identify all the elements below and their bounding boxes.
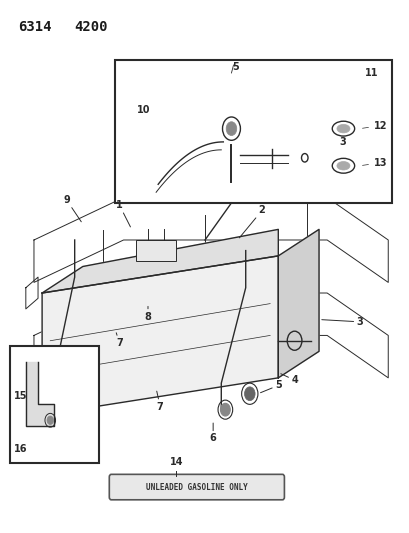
Text: 10: 10: [137, 105, 150, 115]
Text: 6: 6: [209, 423, 216, 443]
Text: 3: 3: [339, 136, 345, 147]
Text: 11: 11: [364, 68, 378, 78]
Bar: [135, 240, 176, 261]
Circle shape: [47, 416, 54, 424]
Text: 2: 2: [239, 206, 265, 238]
Circle shape: [220, 403, 230, 416]
Polygon shape: [42, 229, 278, 293]
Text: 4: 4: [280, 374, 297, 385]
Text: UNLEADED GASOLINE ONLY: UNLEADED GASOLINE ONLY: [146, 482, 247, 491]
Text: 1: 1: [116, 200, 130, 227]
Text: 5: 5: [260, 381, 281, 393]
Text: 12: 12: [362, 120, 387, 131]
Circle shape: [244, 387, 254, 401]
Bar: [9, 346, 99, 463]
FancyBboxPatch shape: [109, 474, 284, 500]
Text: 8: 8: [144, 306, 151, 321]
Text: 7: 7: [156, 391, 163, 411]
Text: 15: 15: [13, 391, 27, 401]
Text: 5: 5: [231, 62, 238, 72]
Polygon shape: [26, 362, 54, 425]
Circle shape: [226, 122, 236, 135]
Ellipse shape: [336, 161, 349, 170]
Polygon shape: [42, 256, 278, 415]
Circle shape: [49, 409, 59, 421]
Text: 4200: 4200: [74, 20, 108, 34]
Ellipse shape: [336, 124, 349, 133]
Text: 9: 9: [63, 195, 81, 222]
Text: 7: 7: [116, 333, 123, 348]
Text: 16: 16: [13, 444, 27, 454]
Bar: [115, 60, 391, 203]
Text: 14: 14: [169, 457, 183, 467]
Text: 6314: 6314: [18, 20, 51, 34]
Polygon shape: [278, 229, 318, 378]
Text: 3: 3: [321, 317, 362, 327]
Text: 13: 13: [362, 158, 387, 168]
